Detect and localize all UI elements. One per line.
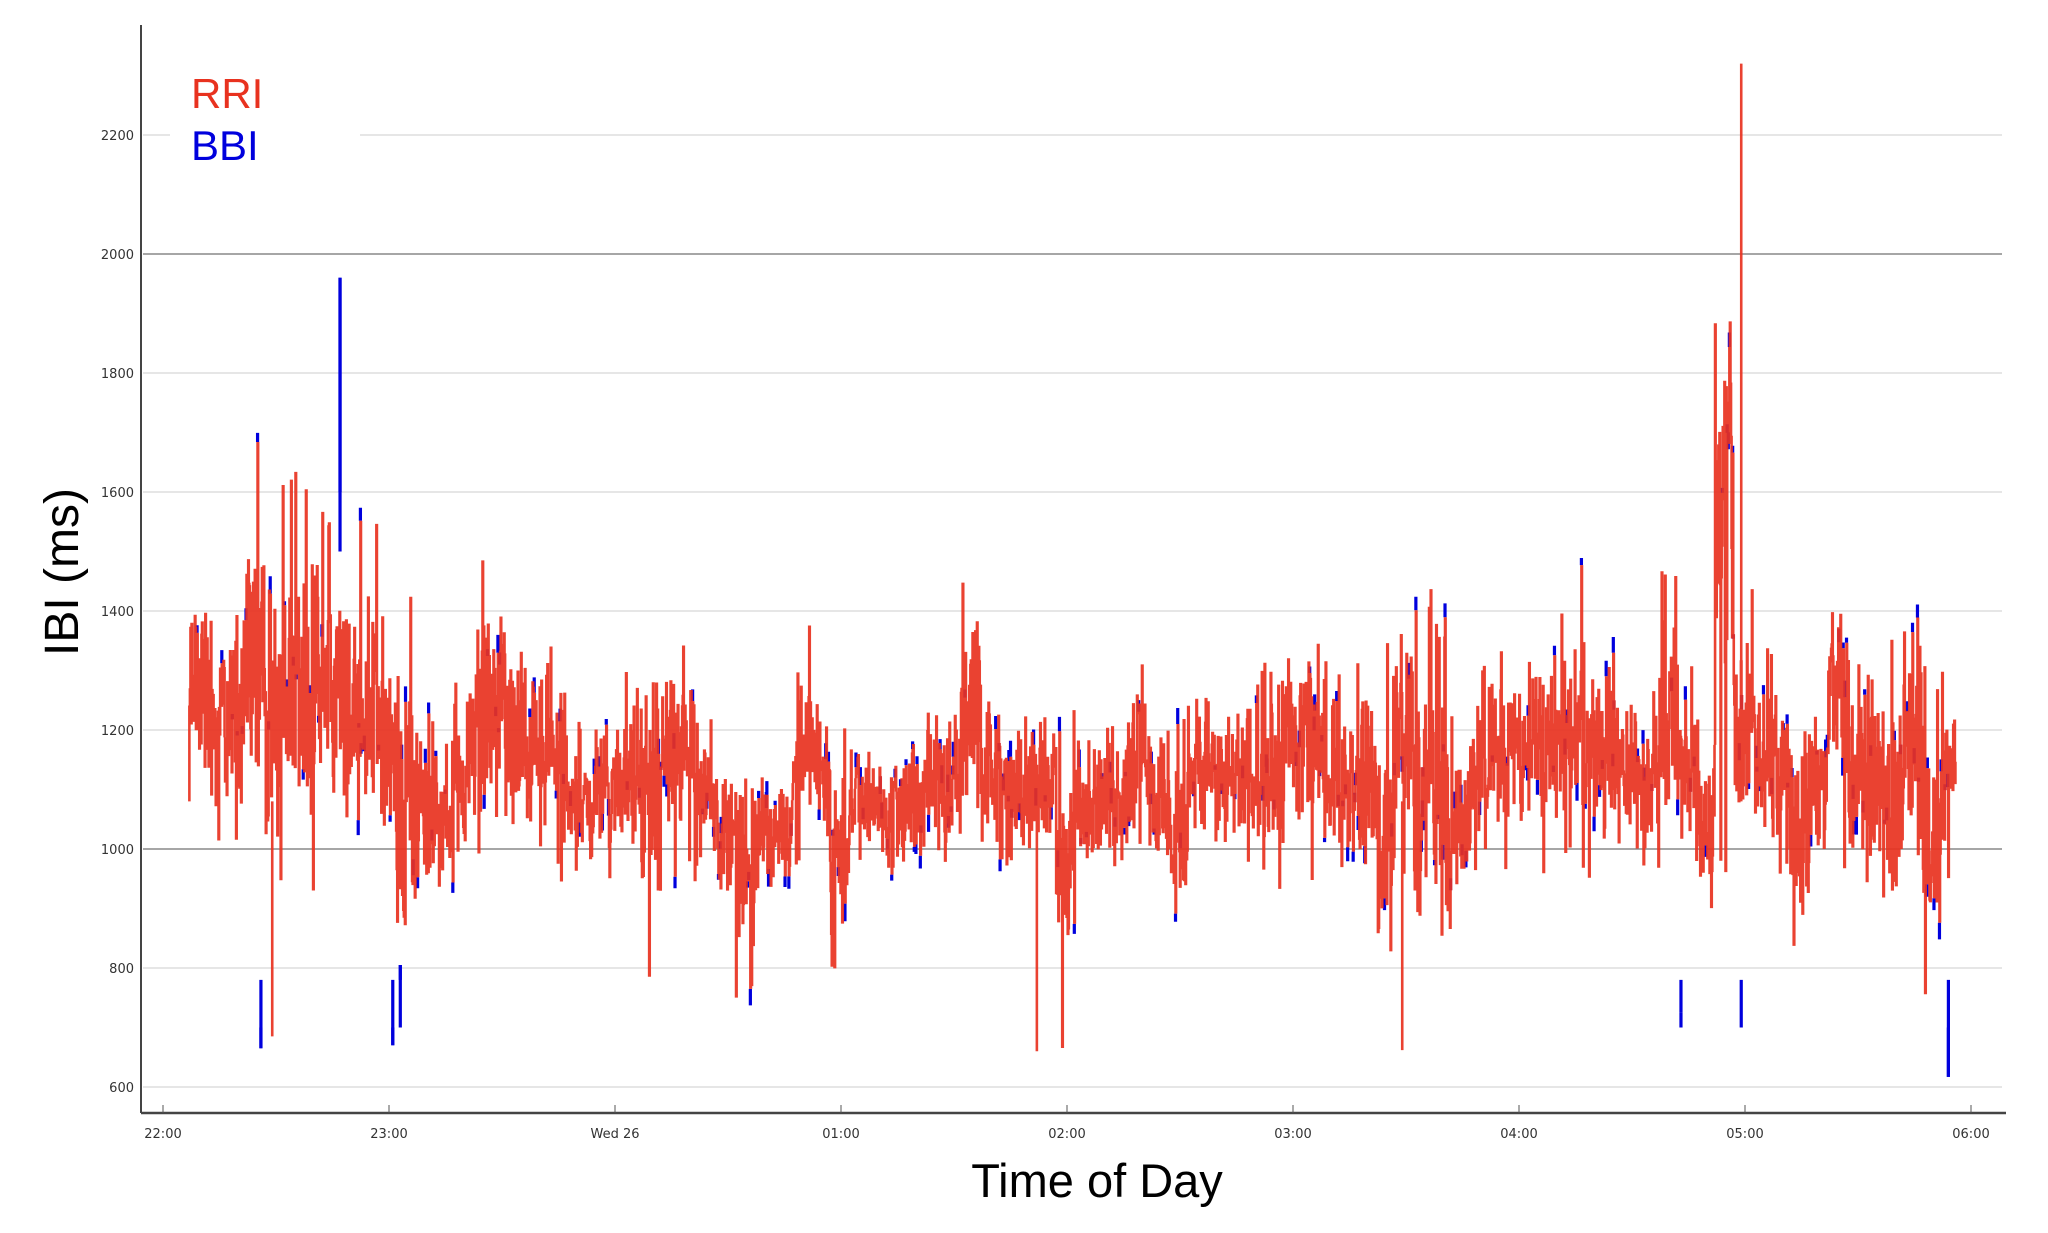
y-tick-label: 1400 bbox=[101, 605, 134, 620]
y-tick-label: 1200 bbox=[101, 724, 134, 739]
x-tick-label: 06:00 bbox=[1952, 1127, 1989, 1142]
gridlines bbox=[143, 134, 2002, 1088]
y-tick-labels: 600 800 1000 1200 1400 1600 1800 2000 2200 bbox=[101, 129, 134, 1096]
legend-rri-label: RRI bbox=[191, 70, 263, 117]
x-tick-label: 22:00 bbox=[144, 1127, 181, 1142]
y-tick-label: 2200 bbox=[101, 129, 134, 144]
y-tick-label: 1600 bbox=[101, 486, 134, 501]
x-tick-label: Wed 26 bbox=[590, 1127, 639, 1142]
bbi-series bbox=[195, 277, 1950, 1077]
y-tick-label: 2000 bbox=[101, 248, 134, 263]
x-tick-label: 02:00 bbox=[1048, 1127, 1085, 1142]
legend-bbi-label: BBI bbox=[191, 122, 259, 169]
y-tick-label: 600 bbox=[109, 1081, 134, 1096]
y-axis-title: IBI (ms) bbox=[36, 488, 89, 656]
x-tick-label: 05:00 bbox=[1726, 1127, 1763, 1142]
x-tick-label: 23:00 bbox=[370, 1127, 407, 1142]
y-tick-label: 800 bbox=[109, 962, 134, 977]
y-tick-label: 1800 bbox=[101, 367, 134, 382]
bbi-spikes bbox=[259, 277, 1950, 1077]
bbi-line bbox=[195, 277, 1950, 1077]
y-tick-label: 1000 bbox=[101, 843, 134, 858]
x-tick-label: 04:00 bbox=[1500, 1127, 1537, 1142]
axes bbox=[140, 25, 2006, 1115]
x-tick-label: 03:00 bbox=[1274, 1127, 1311, 1142]
x-tick-labels: 22:00 23:00 Wed 26 01:00 02:00 03:00 04:00 05:0… bbox=[144, 1105, 1990, 1142]
rri-line bbox=[188, 63, 1957, 1052]
legend: RRI BBI bbox=[170, 68, 360, 169]
x-axis-title: Time of Day bbox=[971, 1154, 1223, 1207]
legend-background bbox=[170, 68, 360, 168]
x-tick-label: 01:00 bbox=[822, 1127, 859, 1142]
rri-series bbox=[188, 63, 1957, 1077]
